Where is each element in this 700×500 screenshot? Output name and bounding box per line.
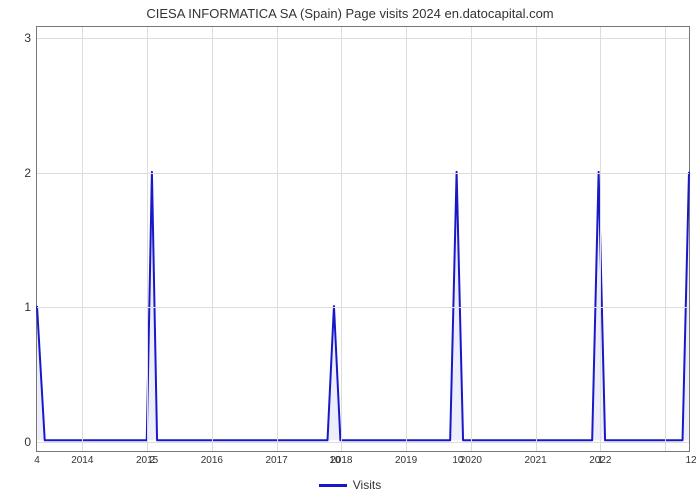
gridline-vertical [536,27,537,451]
gridline-vertical [665,27,666,451]
line-series [37,27,689,451]
gridline-vertical [212,27,213,451]
gridline-vertical [471,27,472,451]
series-fill [37,172,689,440]
gridline-vertical [147,27,148,451]
x-tick-label: 2019 [395,451,417,466]
gridline-vertical [406,27,407,451]
chart-container: CIESA INFORMATICA SA (Spain) Page visits… [0,0,700,500]
y-tick-label: 2 [24,166,37,180]
gridline-horizontal [37,38,689,39]
data-point-label: 10 [329,451,340,466]
gridline-vertical [600,27,601,451]
gridline-vertical [82,27,83,451]
x-tick-label: 2014 [71,451,93,466]
gridline-horizontal [37,442,689,443]
data-point-label: 2 [149,451,155,466]
legend: Visits [0,478,700,492]
series-line [37,172,689,440]
gridline-vertical [277,27,278,451]
legend-swatch [319,484,347,487]
x-tick-label: 2016 [201,451,223,466]
y-tick-label: 0 [24,435,37,449]
plot-area: 0123201420152016201720182019202020212022… [36,26,690,452]
gridline-vertical [341,27,342,451]
data-point-label: 12 [685,451,696,466]
data-point-label: 10 [452,451,463,466]
data-point-label: 1 [598,451,604,466]
y-tick-label: 3 [24,31,37,45]
x-tick-label: 2021 [524,451,546,466]
legend-label: Visits [353,478,381,492]
gridline-horizontal [37,307,689,308]
x-tick-label: 2017 [265,451,287,466]
y-tick-label: 1 [24,300,37,314]
chart-title: CIESA INFORMATICA SA (Spain) Page visits… [0,6,700,21]
gridline-horizontal [37,173,689,174]
data-point-label: 4 [34,451,40,466]
